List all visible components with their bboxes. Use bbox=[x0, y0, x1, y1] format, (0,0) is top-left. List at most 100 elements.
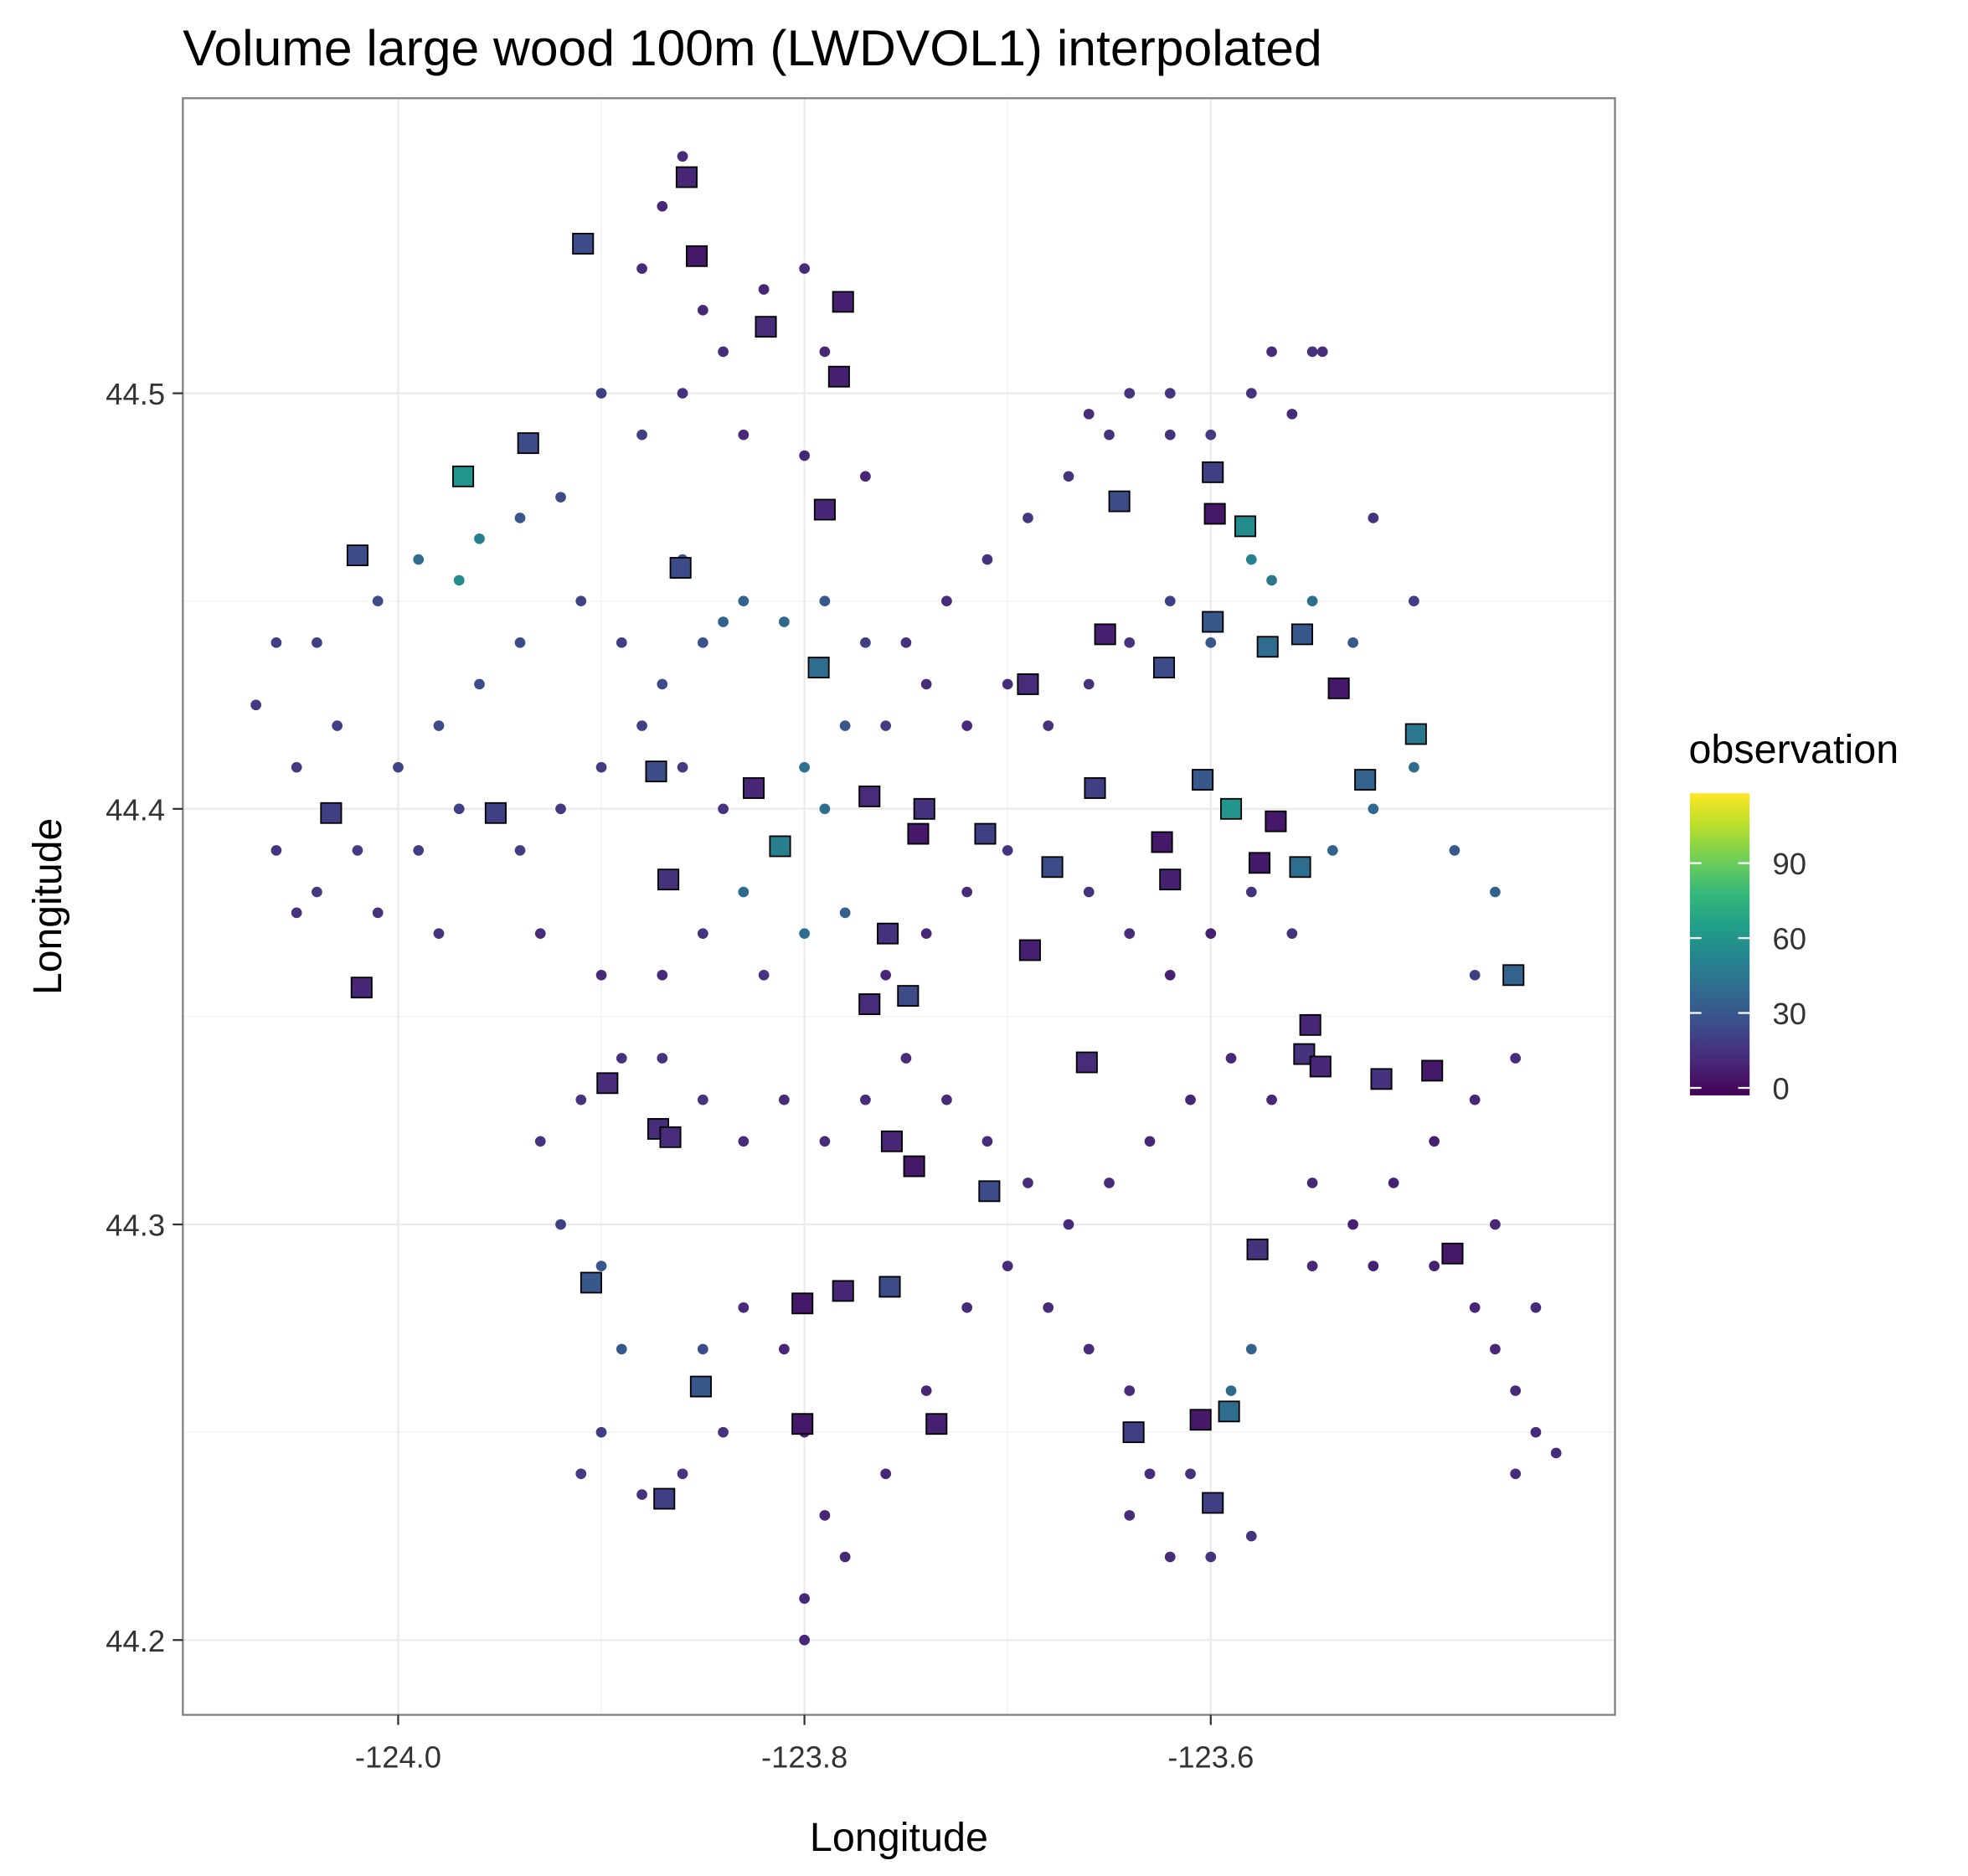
interpolated-point bbox=[1469, 969, 1481, 981]
interpolated-point bbox=[819, 1136, 831, 1147]
interpolated-point bbox=[433, 720, 445, 731]
interpolated-point bbox=[1002, 678, 1013, 690]
interpolated-point bbox=[1388, 1178, 1399, 1188]
interpolated-point bbox=[1245, 1530, 1257, 1542]
interpolated-point bbox=[941, 595, 952, 607]
interpolated-point bbox=[1408, 761, 1419, 773]
interpolated-point bbox=[738, 595, 750, 607]
observation-point bbox=[858, 993, 881, 1015]
interpolated-point bbox=[413, 554, 425, 565]
interpolated-point bbox=[697, 305, 708, 316]
observation-point bbox=[517, 432, 539, 455]
interpolated-point bbox=[799, 761, 810, 773]
interpolated-point bbox=[718, 803, 729, 815]
interpolated-point bbox=[1185, 1468, 1196, 1480]
observation-point bbox=[791, 1413, 814, 1435]
interpolated-point bbox=[819, 803, 831, 815]
interpolated-point bbox=[677, 761, 688, 773]
interpolated-point bbox=[718, 346, 729, 358]
observation-point bbox=[669, 557, 692, 579]
interpolated-point bbox=[697, 637, 708, 648]
interpolated-point bbox=[758, 284, 770, 295]
interpolated-point bbox=[778, 616, 790, 627]
interpolated-point bbox=[799, 263, 810, 275]
interpolated-point bbox=[1510, 1385, 1522, 1396]
legend-title: observation bbox=[1688, 727, 1898, 772]
colorbar-tick-label: 0 bbox=[1773, 1072, 1790, 1106]
interpolated-point bbox=[1124, 388, 1136, 399]
interpolated-point bbox=[1490, 1343, 1501, 1355]
interpolated-point bbox=[819, 595, 831, 607]
interpolated-point bbox=[1083, 409, 1095, 420]
interpolated-point bbox=[1368, 803, 1379, 815]
interpolated-point bbox=[555, 1219, 566, 1230]
interpolated-point bbox=[1164, 595, 1176, 607]
observation-point bbox=[877, 922, 899, 945]
interpolated-point bbox=[474, 678, 485, 690]
interpolated-point bbox=[555, 492, 566, 502]
interpolated-point bbox=[1124, 1510, 1136, 1521]
interpolated-point bbox=[981, 554, 993, 565]
observation-point bbox=[1289, 856, 1311, 879]
observation-point bbox=[769, 835, 791, 858]
interpolated-point bbox=[1144, 1468, 1156, 1480]
observation-point bbox=[689, 1375, 712, 1398]
y-tick-label: 44.3 bbox=[106, 1209, 165, 1243]
y-axis-label: Longitude bbox=[25, 818, 70, 995]
interpolated-point bbox=[1043, 1301, 1054, 1313]
interpolated-point bbox=[1368, 1260, 1379, 1271]
observation-point bbox=[572, 233, 595, 255]
colorbar bbox=[1689, 793, 1750, 1095]
interpolated-point bbox=[961, 720, 973, 731]
observation-point bbox=[1354, 769, 1377, 791]
interpolated-point bbox=[738, 429, 750, 441]
interpolated-point bbox=[595, 1260, 607, 1271]
observation-point bbox=[645, 760, 667, 783]
interpolated-point bbox=[677, 388, 688, 399]
interpolated-point bbox=[474, 533, 485, 544]
observation-point bbox=[596, 1072, 619, 1095]
interpolated-point bbox=[657, 969, 668, 981]
observation-point bbox=[913, 797, 935, 820]
interpolated-point bbox=[1490, 1219, 1501, 1230]
interpolated-point bbox=[1185, 1094, 1196, 1106]
observation-point bbox=[1094, 623, 1116, 646]
interpolated-point bbox=[900, 1053, 912, 1064]
observation-point bbox=[827, 365, 850, 388]
interpolated-point bbox=[595, 761, 607, 773]
observation-point bbox=[1327, 677, 1350, 699]
interpolated-point bbox=[433, 928, 445, 939]
interpolated-point bbox=[1205, 637, 1217, 648]
observation-point bbox=[1299, 1013, 1321, 1036]
observation-point bbox=[880, 1130, 903, 1152]
interpolated-point bbox=[738, 1136, 750, 1147]
observation-point bbox=[1218, 1400, 1240, 1423]
x-tick-label: -124.0 bbox=[355, 1740, 441, 1775]
interpolated-point bbox=[312, 886, 322, 898]
observation-point bbox=[580, 1271, 602, 1294]
x-axis-label: Longitude bbox=[810, 1815, 988, 1860]
interpolated-point bbox=[697, 1094, 708, 1106]
interpolated-point bbox=[920, 928, 932, 939]
interpolated-point bbox=[1306, 1260, 1318, 1271]
observation-point bbox=[1502, 964, 1525, 987]
observation-point bbox=[1202, 611, 1224, 633]
observation-point bbox=[1159, 868, 1182, 891]
observation-point bbox=[484, 801, 507, 824]
observation-point bbox=[1151, 831, 1173, 853]
interpolated-point bbox=[1469, 1301, 1481, 1313]
interpolated-point bbox=[839, 1551, 851, 1563]
observation-point bbox=[350, 977, 373, 999]
interpolated-point bbox=[900, 637, 912, 648]
interpolated-point bbox=[1286, 409, 1298, 420]
observation-point bbox=[1152, 657, 1176, 679]
interpolated-point bbox=[636, 720, 647, 731]
observation-point bbox=[1234, 515, 1257, 538]
colorbar-tick-label: 60 bbox=[1773, 922, 1806, 956]
observation-point bbox=[452, 465, 475, 487]
interpolated-point bbox=[1002, 1260, 1013, 1271]
interpolated-point bbox=[920, 678, 932, 690]
interpolated-point bbox=[657, 1053, 668, 1064]
interpolated-point bbox=[1063, 1219, 1074, 1230]
interpolated-point bbox=[961, 1301, 973, 1313]
